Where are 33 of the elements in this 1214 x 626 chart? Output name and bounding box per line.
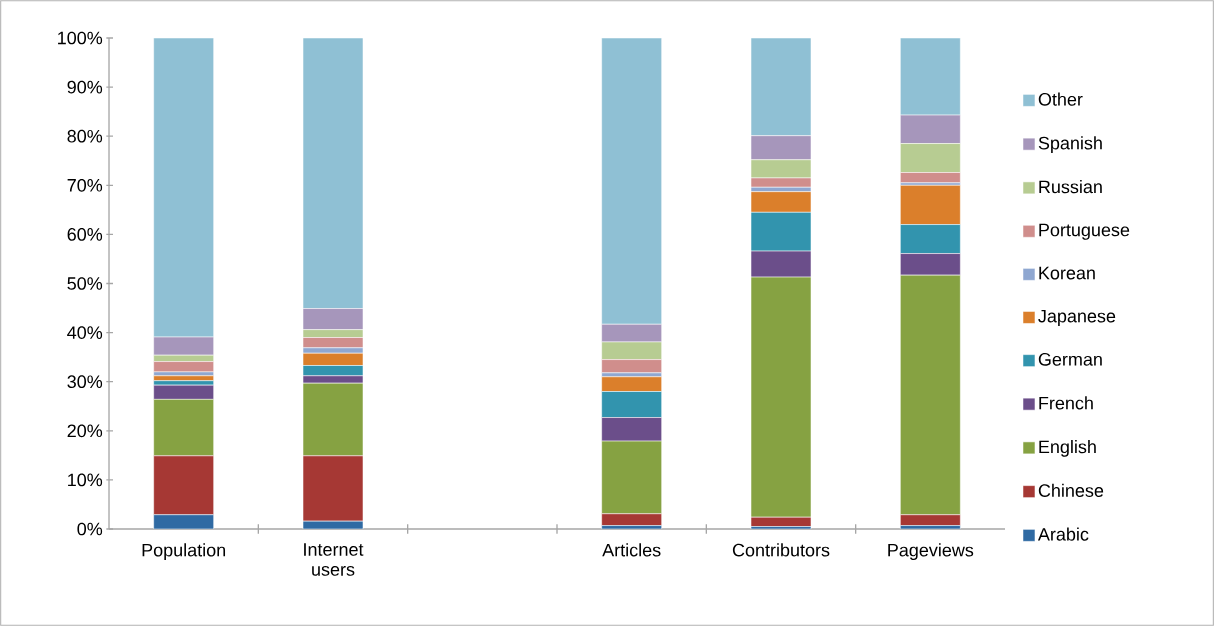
legend-label: Korean [1039,266,1095,280]
legend-label: Arabic [1037,527,1089,541]
y-tick-label: 90% [67,80,103,94]
y-tick-label: 10% [68,473,103,487]
bar [900,38,961,116]
bar [601,38,662,325]
legend-label: Other [1038,92,1083,106]
legend-label: German [1038,353,1102,366]
legend-label: Chinese [1038,483,1104,497]
legend-label: English [1039,440,1096,457]
legend-label: Spanish [1038,136,1102,154]
y-tick-label: 100% [58,31,103,45]
x-tick-label: Internet users [304,543,364,576]
x-tick-label: Contributors [732,543,830,557]
bar [153,38,214,338]
y-tick-label: 70% [67,178,103,192]
x-tick-label: Population [142,543,226,561]
y-tick-label: 60% [67,228,103,241]
bar [302,38,364,309]
legend-label: French [1039,396,1093,410]
bar [750,38,812,136]
y-tick-label: 20% [67,424,103,438]
x-tick-label: Articles [602,543,661,557]
legend-label: Japanese [1038,309,1116,327]
legend-label: Portuguese [1039,223,1130,240]
y-tick-label: 30% [67,375,103,389]
y-tick-label: 0% [77,522,103,536]
legend-label: Russian [1039,180,1102,194]
bar [153,375,214,381]
y-tick-label: 50% [67,277,103,290]
y-tick-label: 40% [67,326,103,339]
x-tick-label: Pageviews [888,543,974,561]
y-tick-label: 80% [67,129,103,143]
